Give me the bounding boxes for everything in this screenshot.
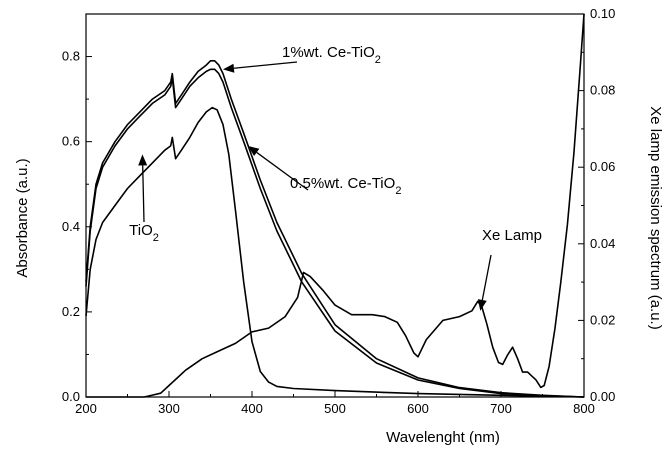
series-line-1-wt-ce-tio2 xyxy=(85,60,585,398)
x-tick-label: 500 xyxy=(324,401,346,416)
y2-axis-title: Xe lamp emission spectrum (a.u.) xyxy=(647,106,663,329)
y-tick-label: 0.6 xyxy=(62,134,80,149)
x-tick-label: 300 xyxy=(158,401,180,416)
y-tick-label: 0.8 xyxy=(62,49,80,64)
annotation-arrow-tio xyxy=(142,165,145,223)
plot-frame xyxy=(85,13,585,398)
y-tick-label: 0.4 xyxy=(62,219,80,234)
y2-tick-label: 0.10 xyxy=(590,6,615,21)
y2-tick-label: 0.04 xyxy=(590,236,615,251)
annotation-layer: 1%wt. Ce-TiO2 0.5%wt. Ce-TiO2 TiO2 Xe Lamp xyxy=(129,44,542,311)
x-tick-label: 700 xyxy=(490,401,512,416)
y2-tick-label: 0.00 xyxy=(590,389,615,404)
x-tick-label: 600 xyxy=(407,401,429,416)
series-line-xe-lamp xyxy=(86,13,585,398)
x-tick-label: 400 xyxy=(241,401,263,416)
x-axis-title: Wavelenght (nm) xyxy=(386,429,500,446)
annotation-arrowhead-0-5-wt-ce-tio xyxy=(247,145,260,157)
annotation-arrowhead-xe-lamp xyxy=(477,299,487,311)
annotation-tio: TiO2 xyxy=(129,222,159,244)
plot-area-border xyxy=(85,13,585,398)
y-tick-label: 0.2 xyxy=(62,304,80,319)
annotation-arrowhead-1-wt-ce-tio xyxy=(222,63,235,73)
annotation-xe-lamp: Xe Lamp xyxy=(482,227,542,244)
annotation-arrow-0-5-wt-ce-tio xyxy=(256,151,309,191)
y-axis-title: Absorbance (a.u.) xyxy=(14,158,31,277)
x-tick-label: 200 xyxy=(75,401,97,416)
annotation-arrowhead-tio xyxy=(138,154,148,166)
y-tick-label: 0.0 xyxy=(62,389,80,404)
annotation-arrow-xe-lamp xyxy=(481,254,492,301)
curves-layer xyxy=(85,13,585,398)
annotation-0-5-wt-ce-tio: 0.5%wt. Ce-TiO2 xyxy=(290,175,401,197)
series-line-0-5-wt-ce-tio2 xyxy=(85,68,585,398)
series-line-tio2 xyxy=(85,106,585,398)
y2-tick-label: 0.08 xyxy=(590,83,615,98)
y2-tick-label: 0.06 xyxy=(590,159,615,174)
y2-tick-label: 0.02 xyxy=(590,312,615,327)
ticks-layer: 200 300 400 500 600 700 800 0.0 0.2 0.4 0.6 0.8 0.00… xyxy=(62,6,615,416)
x-tick-label: 800 xyxy=(573,401,595,416)
annotation-1-wt-ce-tio: 1%wt. Ce-TiO2 xyxy=(282,44,381,66)
annotation-arrow-1-wt-ce-tio xyxy=(233,61,298,69)
